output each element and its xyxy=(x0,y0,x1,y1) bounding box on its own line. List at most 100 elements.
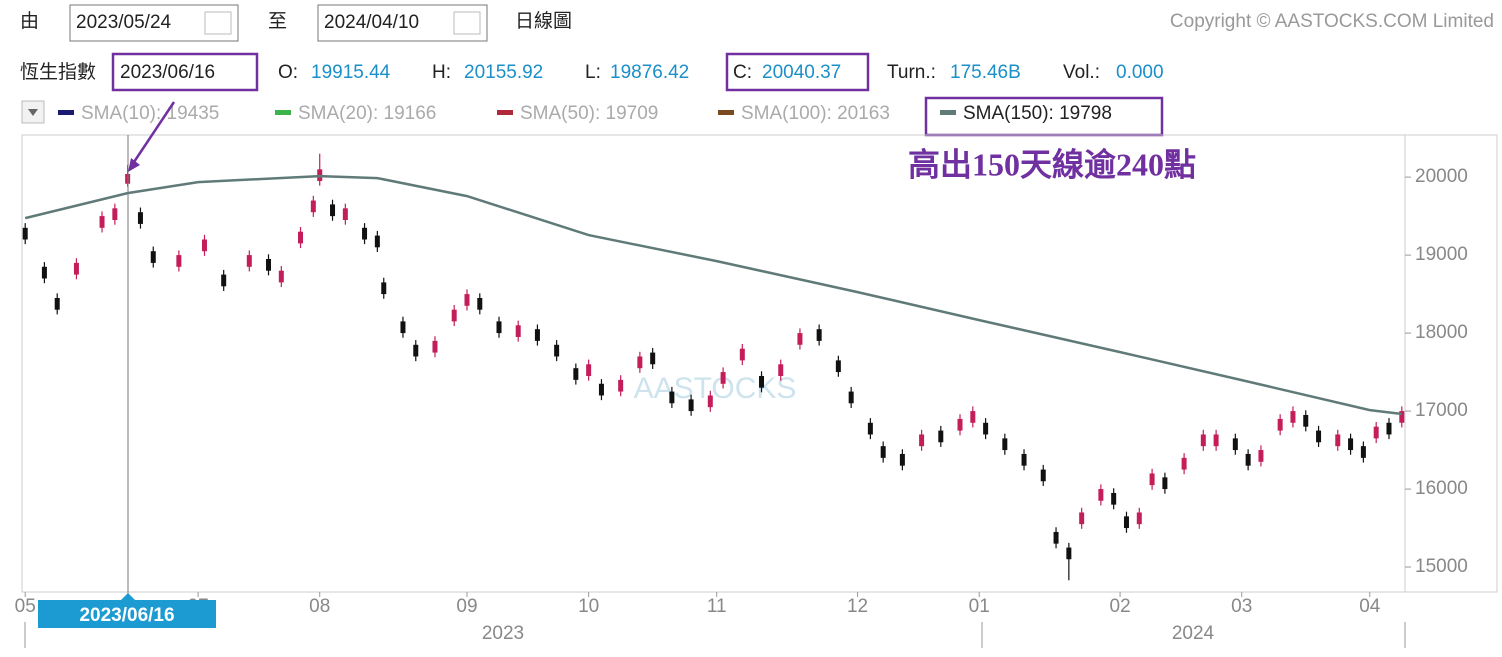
candle-body xyxy=(137,212,143,224)
candle-body xyxy=(573,368,579,380)
high-label: H: xyxy=(432,62,451,83)
open-label: O: xyxy=(278,62,298,83)
candle-body xyxy=(1213,434,1219,447)
candle-body xyxy=(688,399,694,412)
axis-frame xyxy=(1404,134,1498,593)
from-input[interactable] xyxy=(69,4,239,42)
candle-body xyxy=(983,422,989,435)
to-date: 2024/04/10 xyxy=(324,12,419,33)
crosshair-pointer xyxy=(121,593,135,600)
legend-label: SMA(50): 19709 xyxy=(520,103,658,124)
candle-body xyxy=(1021,453,1027,466)
candle-body xyxy=(1258,450,1264,462)
candle-body xyxy=(342,208,348,221)
candle-body xyxy=(1002,438,1008,451)
info-date: 2023/06/16 xyxy=(120,62,215,83)
candle-body xyxy=(381,282,387,295)
candle-body xyxy=(970,411,976,423)
candle-body xyxy=(99,216,105,228)
copyright: Copyright © AASTOCKS.COM Limited xyxy=(1170,11,1494,32)
candle-body xyxy=(298,231,304,244)
candle-body xyxy=(22,227,28,240)
candle-body xyxy=(362,227,368,240)
candle-body xyxy=(899,453,905,466)
candle-body xyxy=(496,321,502,334)
turn-value: 175.46B xyxy=(950,62,1021,83)
x-tick-label: 09 xyxy=(456,596,477,617)
candle-body xyxy=(464,294,470,306)
candle-body xyxy=(150,251,156,263)
candle-body xyxy=(1232,438,1238,451)
candle-body xyxy=(41,266,47,279)
candle-body xyxy=(637,356,643,369)
x-tick-label: 02 xyxy=(1110,596,1131,617)
candle-body xyxy=(1316,430,1322,443)
legend-swatch xyxy=(497,110,513,115)
close-value: 20040.37 xyxy=(762,62,841,83)
candle-body xyxy=(310,200,316,213)
vol-label: Vol.: xyxy=(1063,62,1100,83)
candle-body xyxy=(1277,418,1283,431)
candle-body xyxy=(1149,473,1155,486)
legend-label: SMA(20): 19166 xyxy=(298,103,436,124)
to-input[interactable] xyxy=(317,4,488,42)
candle-body xyxy=(374,235,380,248)
close-label: C: xyxy=(733,62,752,83)
candle-body xyxy=(1335,434,1341,447)
candle-body xyxy=(1079,512,1085,525)
candle-body xyxy=(867,422,873,435)
candle-body xyxy=(554,344,560,357)
dropdown-arrow xyxy=(28,109,38,116)
candle-body xyxy=(938,430,944,443)
candle-body xyxy=(54,297,60,310)
candle-body xyxy=(477,297,483,310)
candle-body xyxy=(278,270,284,283)
y-tick-label: 20000 xyxy=(1415,166,1468,187)
candle-body xyxy=(432,340,438,353)
sma-line xyxy=(24,174,1402,416)
highlight-box xyxy=(725,52,870,92)
candle-body xyxy=(413,344,419,357)
legend-swatch xyxy=(940,110,956,115)
year-label: 2024 xyxy=(1172,623,1215,644)
legend-swatch xyxy=(718,110,734,115)
candle-body xyxy=(1200,434,1206,447)
low-label: L: xyxy=(585,62,601,83)
calendar-icon[interactable] xyxy=(453,11,481,35)
to-label: 至 xyxy=(268,11,287,32)
crosshair-label-box xyxy=(38,600,216,628)
candle-body xyxy=(221,274,227,287)
legend-label: SMA(10): 19435 xyxy=(81,103,219,124)
candle-body xyxy=(586,364,592,376)
candle-body xyxy=(1303,414,1309,427)
candle-body xyxy=(669,391,675,404)
legend-label: SMA(150): 19798 xyxy=(963,103,1112,124)
candle-body xyxy=(534,329,540,341)
candle-body xyxy=(1181,457,1187,470)
candle-body xyxy=(759,375,765,388)
low-value: 19876.42 xyxy=(610,62,689,83)
candle-body xyxy=(1053,531,1059,544)
candle-body xyxy=(1111,492,1117,505)
x-tick-label: 05 xyxy=(15,596,36,617)
candle-body xyxy=(957,418,963,431)
calendar-icon[interactable] xyxy=(204,11,232,35)
candle-body xyxy=(1373,426,1379,439)
arrow xyxy=(130,101,176,166)
x-tick-label: 01 xyxy=(969,596,990,617)
y-tick-label: 18000 xyxy=(1415,322,1468,343)
candle-body xyxy=(707,395,713,408)
candle-body xyxy=(797,333,803,345)
from-label: 由 xyxy=(20,10,39,32)
candle-body xyxy=(919,434,925,447)
candle-body xyxy=(201,239,207,252)
vol-value: 0.000 xyxy=(1116,62,1164,83)
candle-body xyxy=(1098,489,1104,501)
candle-body xyxy=(778,364,784,376)
annotation: 高出150天線逾240點 xyxy=(908,146,1196,182)
candle-body xyxy=(1290,411,1296,423)
y-tick-label: 16000 xyxy=(1415,478,1468,499)
candle-body xyxy=(451,309,457,322)
high-value: 20155.92 xyxy=(464,62,543,83)
